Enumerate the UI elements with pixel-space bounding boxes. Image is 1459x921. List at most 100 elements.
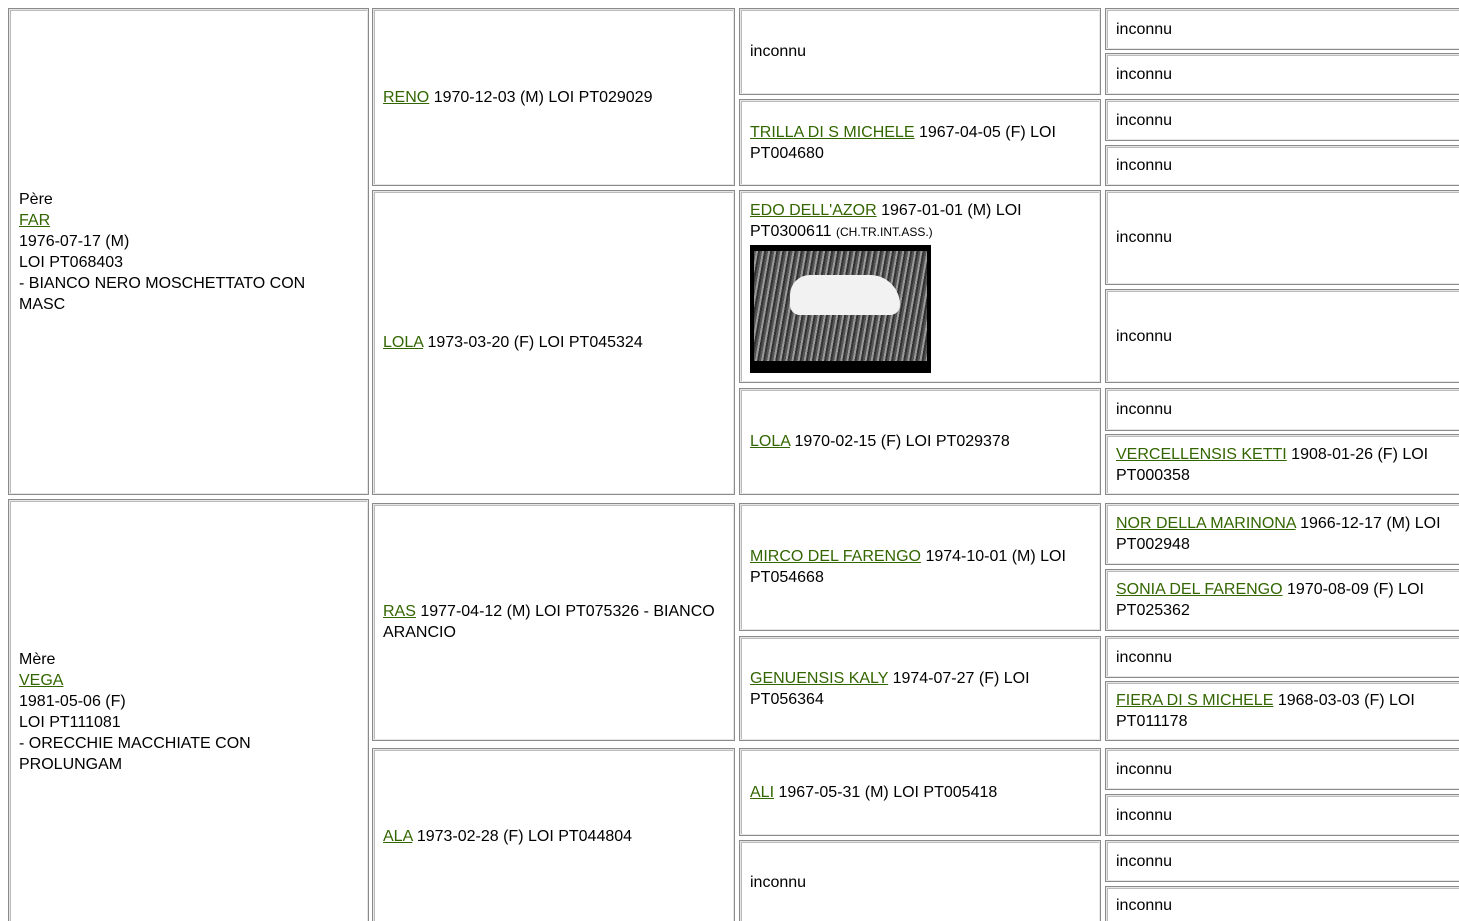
ancestor-text: inconnu	[1116, 110, 1459, 131]
ancestor-text: inconnu	[1116, 155, 1459, 176]
dog-info: 1977-04-12 (M) LOI PT075326 - BIANCO ARA…	[383, 603, 715, 641]
ancestor-text: inconnu	[1116, 227, 1459, 248]
ancestor-cell: EDO DELL'AZOR 1967-01-01 (M) LOI PT03006…	[739, 190, 1101, 383]
parent-line: Père	[19, 189, 328, 210]
dog-link[interactable]: LOLA	[750, 433, 791, 450]
ancestor-cell: inconnu	[1105, 840, 1459, 882]
parent-cell: Mère VEGA 1981-05-06 (F) LOI PT111081 - OREC…	[8, 499, 369, 921]
ancestor-text: FIERA DI S MICHELE 1968-03-03 (F) LOI PT…	[1116, 690, 1459, 732]
ancestor-text: RAS 1977-04-12 (M) LOI PT075326 - BIANCO…	[383, 601, 724, 643]
ancestor-cell: inconnu	[1105, 190, 1459, 285]
ancestor-cell: inconnu	[1105, 53, 1459, 95]
ancestor-text: MIRCO DEL FARENGO 1974-10-01 (M) LOI PT0…	[750, 546, 1090, 588]
dog-info: 1970-08-09 (F) LOI PT025362	[1116, 581, 1424, 619]
parent-birth: 1981-05-06 (F)	[19, 693, 126, 710]
dog-link[interactable]: RENO	[383, 88, 430, 106]
dog-photo	[750, 245, 931, 373]
dog-link[interactable]: SONIA DEL FARENGO	[1116, 581, 1283, 598]
dog-info: 1966-12-17 (M) LOI PT002948	[1116, 515, 1441, 553]
ancestor-cell: SONIA DEL FARENGO 1970-08-09 (F) LOI PT0…	[1105, 569, 1459, 631]
parent-color: - ORECCHIE MACCHIATE CON PROLUNGAM	[19, 735, 251, 773]
ancestor-cell: ALI 1967-05-31 (M) LOI PT005418	[739, 748, 1101, 836]
ancestor-text: inconnu	[1116, 647, 1459, 668]
ancestor-cell: inconnu	[739, 8, 1101, 95]
dog-link[interactable]: FAR	[19, 211, 51, 229]
ancestor-cell: inconnu	[1105, 388, 1459, 431]
ancestor-cell: inconnu	[1105, 748, 1459, 790]
ancestor-text: SONIA DEL FARENGO 1970-08-09 (F) LOI PT0…	[1116, 579, 1459, 621]
parent-registry: LOI PT068403	[19, 253, 124, 271]
ancestor-text: ALA 1973-02-28 (F) LOI PT044804	[383, 826, 724, 847]
ancestor-cell: LOLA 1973-03-20 (F) LOI PT045324	[372, 190, 735, 495]
dog-info: 1967-01-01 (M) LOI PT0300611	[750, 202, 1022, 240]
ancestor-text: NOR DELLA MARINONA 1966-12-17 (M) LOI PT…	[1116, 513, 1459, 555]
dog-info: 1974-10-01 (M) LOI PT054668	[750, 548, 1066, 586]
ancestor-cell: GENUENSIS KALY 1974-07-27 (F) LOI PT0563…	[739, 636, 1101, 741]
ancestor-cell: inconnu	[1105, 99, 1459, 141]
parent-line: VEGA	[19, 670, 328, 691]
unknown: inconnu	[1116, 111, 1173, 129]
dog-link[interactable]: ALA	[383, 828, 413, 845]
unknown: inconnu	[1116, 648, 1173, 666]
dog-link[interactable]: MIRCO DEL FARENGO	[750, 548, 921, 565]
ancestor-text: LOLA 1973-03-20 (F) LOI PT045324	[383, 332, 724, 353]
unknown: inconnu	[1116, 401, 1173, 418]
ancestor-text: inconnu	[1116, 64, 1459, 85]
ancestor-cell: inconnu	[739, 840, 1101, 921]
dog-title: (CH.TR.INT.ASS.)	[836, 225, 933, 239]
ancestor-text: GENUENSIS KALY 1974-07-27 (F) LOI PT0563…	[750, 668, 1090, 710]
dog-info: 1908-01-26 (F) LOI PT000358	[1116, 445, 1429, 484]
parent-line: LOI PT111081	[19, 712, 328, 733]
ancestor-cell: FIERA DI S MICHELE 1968-03-03 (F) LOI PT…	[1105, 681, 1459, 741]
dog-link[interactable]: EDO DELL'AZOR	[750, 202, 877, 219]
ancestor-text: inconnu	[1116, 326, 1459, 347]
ancestor-text: EDO DELL'AZOR 1967-01-01 (M) LOI PT03006…	[750, 200, 1090, 243]
parent-line: LOI PT068403	[19, 252, 328, 273]
ancestor-cell: VERCELLENSIS KETTI 1908-01-26 (F) LOI PT…	[1105, 434, 1459, 495]
dog-link[interactable]: FIERA DI S MICHELE	[1116, 692, 1274, 709]
ancestor-text: inconnu	[1116, 895, 1459, 916]
dog-link[interactable]: LOLA	[383, 334, 424, 351]
parent-birth: 1976-07-17 (M)	[19, 232, 130, 250]
ancestor-cell: TRILLA DI S MICHELE 1967-04-05 (F) LOI P…	[739, 99, 1101, 186]
dog-link[interactable]: VERCELLENSIS KETTI	[1116, 445, 1287, 463]
ancestor-cell: RENO 1970-12-03 (M) LOI PT029029	[372, 8, 735, 186]
ancestor-cell: RAS 1977-04-12 (M) LOI PT075326 - BIANCO…	[372, 503, 735, 741]
ancestor-text: LOLA 1970-02-15 (F) LOI PT029378	[750, 431, 1090, 452]
dog-info: 1973-02-28 (F) LOI PT044804	[416, 828, 633, 845]
ancestor-cell: inconnu	[1105, 145, 1459, 186]
parent-label: Mère	[19, 651, 56, 668]
ancestor-cell: NOR DELLA MARINONA 1966-12-17 (M) LOI PT…	[1105, 503, 1459, 565]
unknown: inconnu	[1116, 229, 1173, 246]
dog-info: 1967-04-05 (F) LOI PT004680	[750, 123, 1056, 162]
ancestor-text: inconnu	[1116, 399, 1459, 420]
ancestor-text: inconnu	[1116, 759, 1459, 780]
dog-link[interactable]: ALI	[750, 783, 775, 801]
ancestor-text: inconnu	[1116, 19, 1459, 40]
parent-color: - BIANCO NERO MOSCHETTATO CON MASC	[19, 274, 306, 313]
ancestor-cell: MIRCO DEL FARENGO 1974-10-01 (M) LOI PT0…	[739, 503, 1101, 631]
dog-info: 1973-03-20 (F) LOI PT045324	[427, 334, 643, 351]
unknown: inconnu	[1116, 327, 1173, 345]
unknown: inconnu	[1116, 157, 1173, 174]
dog-link[interactable]: NOR DELLA MARINONA	[1116, 515, 1296, 532]
dog-link[interactable]: TRILLA DI S MICHELE	[750, 123, 915, 141]
unknown: inconnu	[1116, 897, 1173, 914]
parent-registry: LOI PT111081	[19, 714, 121, 731]
ancestor-text: inconnu	[1116, 851, 1459, 872]
parent-line: Mère	[19, 649, 328, 670]
dog-info: 1970-12-03 (M) LOI PT029029	[433, 88, 653, 106]
ancestor-cell: ALA 1973-02-28 (F) LOI PT044804	[372, 748, 735, 921]
unknown: inconnu	[1116, 20, 1173, 38]
ancestor-cell: inconnu	[1105, 886, 1459, 921]
dog-info: 1967-05-31 (M) LOI PT005418	[778, 783, 998, 801]
unknown: inconnu	[1116, 852, 1173, 870]
dog-info: 1974-07-27 (F) LOI PT056364	[750, 669, 1030, 708]
dog-link[interactable]: RAS	[383, 603, 416, 620]
dog-link[interactable]: GENUENSIS KALY	[750, 669, 889, 687]
ancestor-text: RENO 1970-12-03 (M) LOI PT029029	[383, 87, 724, 108]
dog-link[interactable]: VEGA	[19, 672, 64, 689]
ancestor-cell: inconnu	[1105, 8, 1459, 50]
parent-cell: Père FAR 1976-07-17 (M) LOI PT068403 - BIANC…	[8, 8, 369, 495]
